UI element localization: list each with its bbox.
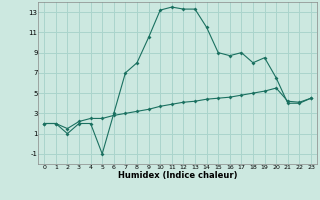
X-axis label: Humidex (Indice chaleur): Humidex (Indice chaleur) (118, 171, 237, 180)
